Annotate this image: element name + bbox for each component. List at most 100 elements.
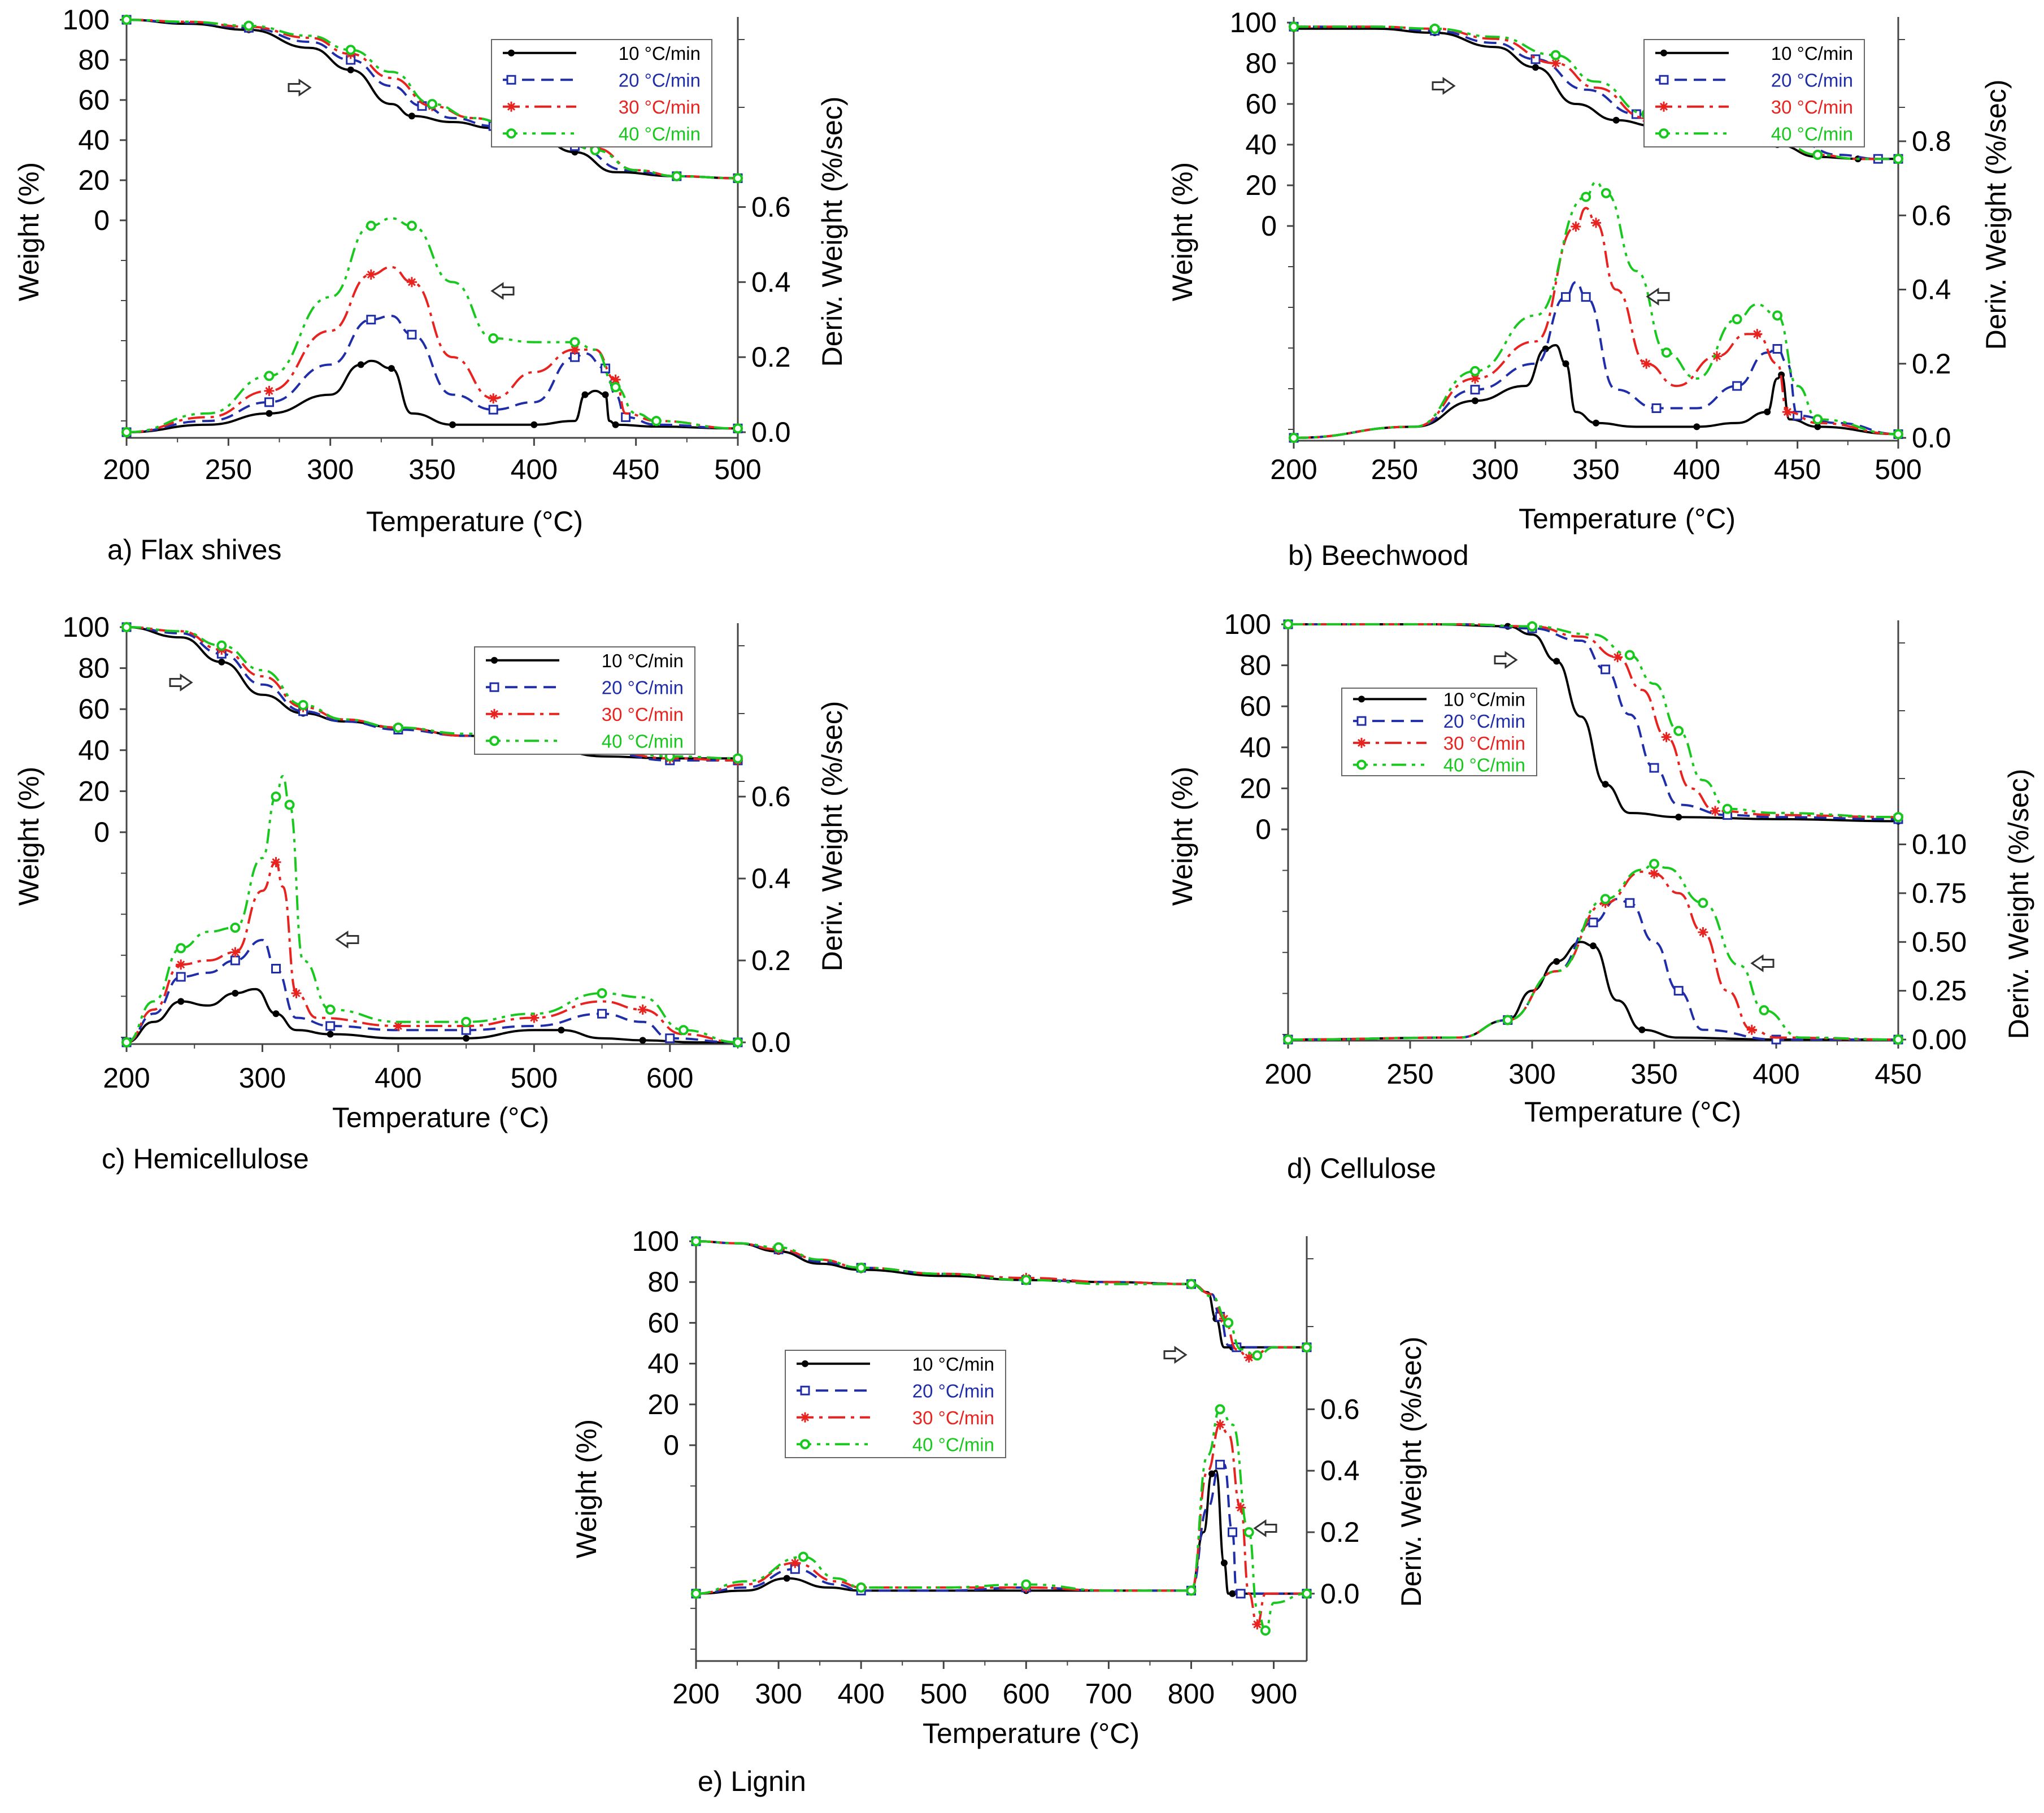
y-right-tick-label: 0.4	[1912, 274, 1951, 306]
deriv-data-point	[691, 1588, 701, 1599]
deriv-data-point	[1542, 345, 1549, 353]
deriv-series-line	[695, 1408, 1307, 1632]
y-left-tick-label: 20	[647, 1389, 679, 1420]
y-left-tick-label: 80	[1245, 47, 1277, 79]
deriv-data-point	[264, 397, 274, 407]
deriv-data-point	[461, 1016, 472, 1027]
y-right-axis-label: Deriv. Weight (%/sec)	[816, 701, 848, 972]
deriv-series-line	[126, 315, 738, 433]
y-left-tick-label: 20	[78, 775, 110, 807]
deriv-data-point	[1746, 1024, 1757, 1035]
deriv-data-point	[1638, 1026, 1646, 1033]
legend-marker	[491, 656, 498, 664]
y-right-tick-label: 0.25	[1912, 975, 1967, 1007]
deriv-data-point	[783, 1575, 790, 1582]
y-left-tick-label: 100	[632, 1225, 679, 1257]
legend-label: 10 °C/min	[912, 1354, 994, 1375]
deriv-data-point	[798, 1551, 808, 1562]
x-tick-label: 400	[1673, 454, 1720, 485]
deriv-data-point	[1778, 371, 1785, 379]
y-right-tick-label: 0.50	[1912, 926, 1967, 958]
legend-marker	[506, 128, 516, 139]
legend-label: 30 °C/min	[912, 1407, 994, 1428]
deriv-data-point	[1581, 192, 1591, 202]
deriv-data-point	[388, 365, 395, 372]
weight-axis-arrow-icon	[288, 79, 312, 97]
deriv-data-point	[1220, 1559, 1228, 1567]
weight-data-point	[1673, 725, 1684, 736]
legend-marker	[800, 1439, 810, 1450]
y-right-tick-label: 0.75	[1912, 877, 1967, 909]
x-tick-label: 500	[714, 454, 761, 485]
legend-box	[1643, 39, 1865, 147]
deriv-data-point	[1764, 408, 1771, 416]
weight-data-point	[121, 15, 132, 25]
deriv-series-line	[126, 988, 738, 1044]
deriv-data-point	[733, 1037, 743, 1047]
y-left-tick-label: 40	[78, 734, 110, 766]
panel-caption: d) Cellulose	[1287, 1153, 1436, 1184]
deriv-data-point	[1470, 366, 1480, 376]
deriv-data-point	[1651, 403, 1662, 413]
deriv-data-point	[1470, 385, 1480, 395]
deriv-series-line	[1288, 941, 1898, 1041]
weight-data-point	[1252, 1350, 1263, 1361]
deriv-data-point	[264, 371, 275, 381]
legend-marker	[1356, 716, 1367, 726]
deriv-data-point	[1673, 986, 1684, 996]
deriv-data-point	[665, 1033, 675, 1044]
deriv-data-point	[1228, 1527, 1238, 1537]
weight-data-point	[243, 20, 254, 31]
weight-data-point	[1223, 1318, 1234, 1328]
legend-marker	[1356, 759, 1367, 770]
weight-data-point	[1283, 619, 1293, 629]
deriv-data-point	[1502, 1015, 1513, 1025]
deriv-data-point	[176, 943, 186, 954]
deriv-data-point	[558, 1027, 565, 1034]
deriv-axis-arrow-icon	[490, 282, 515, 300]
weight-data-point	[1612, 116, 1620, 124]
y-left-tick-label: 60	[1240, 690, 1271, 722]
weight-data-point	[671, 171, 682, 181]
y-left-tick-label: 60	[78, 84, 110, 116]
legend-marker	[1659, 128, 1669, 139]
deriv-data-point	[1581, 292, 1591, 302]
deriv-data-point	[121, 1037, 132, 1047]
weight-data-point	[1243, 1352, 1254, 1363]
legend: 10 °C/min 20 °C/min 30 °C/min 40 °C/min	[1643, 39, 1865, 147]
weight-data-point	[691, 1236, 701, 1246]
x-tick-label: 900	[1250, 1678, 1297, 1710]
legend-marker	[506, 101, 516, 112]
deriv-data-point	[1186, 1585, 1197, 1596]
y-left-tick-label: 20	[1240, 772, 1271, 804]
deriv-series-line	[126, 266, 738, 433]
deriv-data-point	[569, 337, 580, 347]
panel-caption: c) Hemicellulose	[102, 1143, 309, 1175]
legend-label: 40 °C/min	[1771, 123, 1853, 144]
legend-label: 40 °C/min	[619, 123, 701, 144]
weight-axis-arrow-icon	[1432, 77, 1456, 95]
x-tick-label: 500	[511, 1062, 558, 1094]
y-left-axis-label: Weight (%)	[1167, 767, 1198, 906]
y-left-tick-label: 0	[663, 1429, 679, 1461]
legend-marker	[802, 1360, 808, 1367]
y-left-tick-label: 20	[1245, 169, 1277, 201]
x-tick-label: 350	[1630, 1058, 1677, 1090]
x-tick-label: 300	[239, 1062, 286, 1094]
legend-label: 10 °C/min	[602, 650, 684, 671]
weight-data-point	[1527, 621, 1537, 632]
weight-data-point	[218, 658, 225, 666]
deriv-series-line	[126, 775, 738, 1044]
legend-marker	[800, 1385, 810, 1395]
weight-series-line	[695, 1240, 1307, 1349]
deriv-data-point	[1590, 942, 1597, 950]
weight-data-point	[1021, 1275, 1032, 1285]
y-right-tick-label: 0.6	[751, 191, 791, 223]
deriv-data-point	[1732, 314, 1742, 324]
deriv-data-point	[271, 857, 281, 867]
y-left-axis-label: Weight (%)	[13, 162, 45, 301]
weight-axis-arrow-icon	[1494, 651, 1518, 669]
y-left-axis-label: Weight (%)	[571, 1419, 602, 1558]
legend-label: 20 °C/min	[1771, 69, 1853, 90]
